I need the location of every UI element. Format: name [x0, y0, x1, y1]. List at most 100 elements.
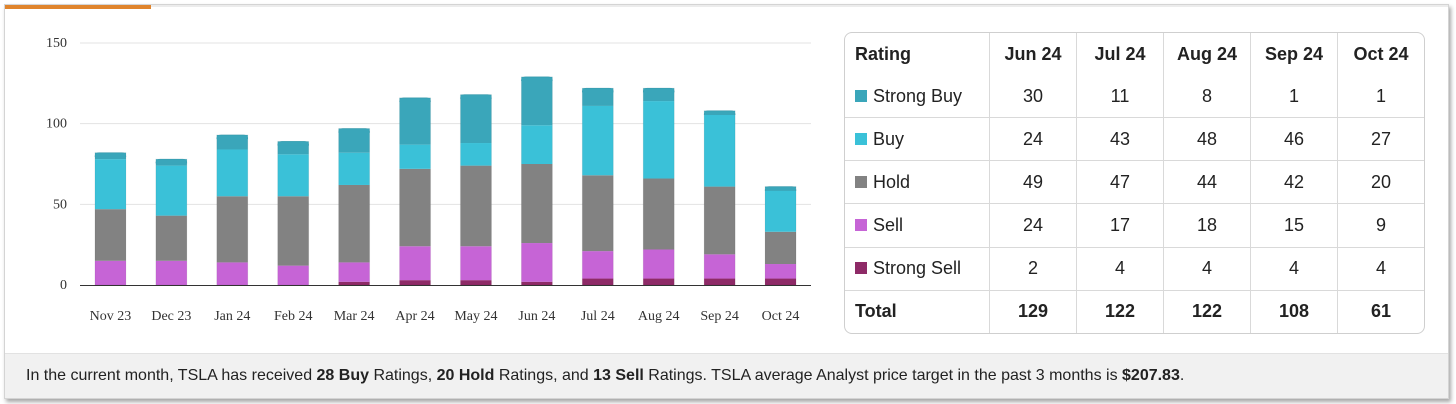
bar-outline	[338, 128, 371, 286]
column-header-month: Oct 24	[1353, 43, 1409, 64]
rating-count-cell: 27	[1338, 118, 1424, 162]
rating-label: Sell	[845, 204, 990, 248]
bar-segment-buy	[765, 188, 797, 232]
x-tick-label: Jan 24	[214, 309, 250, 324]
rating-label-text: Strong Buy	[873, 85, 963, 106]
bar-segment-hold	[704, 186, 736, 255]
rating-label-text: Buy	[873, 128, 905, 149]
column-header-month: Sep 24	[1251, 33, 1338, 75]
bar-outline	[764, 186, 797, 286]
bar-segment-sell	[155, 260, 187, 285]
bar-top-cap	[764, 186, 797, 191]
table-row-hold: Hold 49 47 44 42 20	[845, 161, 1424, 205]
summary-footer: In the current month, TSLA has received …	[5, 353, 1448, 398]
bar-top-cap	[155, 158, 188, 164]
legend-swatch	[855, 175, 867, 188]
bar-segment-strong-buy	[521, 76, 553, 126]
rating-label-text: Hold	[873, 171, 911, 192]
bar-top-cap	[521, 76, 553, 82]
bar-segment-buy	[582, 105, 614, 176]
rating-count-cell: 47	[1077, 161, 1164, 205]
summary-text: .	[1179, 367, 1185, 384]
bar-segment-sell	[338, 262, 370, 282]
bar-outline	[581, 87, 614, 286]
x-tick-label: Aug 24	[638, 309, 680, 324]
bar-segment-strong-sell	[765, 278, 797, 285]
bar-segment-sell	[765, 264, 797, 279]
rating-count-cell: 42	[1251, 161, 1338, 205]
bar-segment-strong-buy	[460, 94, 492, 144]
summary-text: Ratings, and	[494, 367, 594, 384]
bar-segment-strong-sell	[399, 280, 431, 285]
bar-outline	[520, 76, 553, 286]
bar-segment-hold	[643, 178, 675, 250]
bar-top-cap	[277, 141, 309, 146]
bar-segment-hold	[338, 184, 370, 263]
legend-swatch	[855, 132, 867, 145]
rating-count-cell: 24	[990, 118, 1077, 162]
column-header-month: Jun 24	[990, 33, 1077, 75]
bar-segment-strong-sell	[521, 281, 553, 285]
x-tick-label: Jul 24	[581, 309, 615, 324]
bar-segment-strong-sell	[338, 281, 370, 285]
rating-count-cell: 20	[1338, 161, 1424, 205]
rating-count-cell: 24	[990, 204, 1077, 248]
bar-top-cap	[94, 152, 127, 157]
rating-label: Strong Buy	[845, 75, 990, 119]
hold-count: 20 Hold	[436, 367, 495, 384]
bar-top-cap	[703, 110, 736, 116]
ratings-stacked-bar-chart: 0 50 100 150 Nov 23 Dec 23 Jan 24 Feb 24 Mar 24 A…	[46, 36, 811, 324]
bar-segment-buy	[338, 152, 370, 185]
bar-segment-strong-buy	[399, 97, 431, 145]
bar-top-cap	[338, 128, 370, 133]
table-row-sell: Sell 24 17 18 15 9	[845, 204, 1424, 248]
bar-top-cap	[460, 94, 492, 99]
rating-count-cell: 4	[1251, 247, 1338, 291]
bar-segment-strong-buy	[582, 88, 614, 106]
rating-count-cell: 1	[1251, 75, 1338, 119]
bar-segment-strong-sell	[582, 278, 614, 285]
x-tick-label: Oct 24	[762, 309, 800, 324]
bar-segment-buy	[704, 112, 736, 187]
column-header-month: Aug 24	[1164, 33, 1251, 75]
bar-segment-buy	[643, 101, 675, 179]
legend-swatch	[855, 262, 867, 275]
accent-bar	[5, 5, 151, 9]
bar-segment-buy	[94, 159, 126, 210]
table-header-row: Rating Jun 24 Jul 24 Aug 24 Sep 24 Oct 2…	[845, 33, 1424, 75]
bar-segment-strong-sell	[460, 280, 492, 285]
summary-text: Ratings,	[369, 367, 437, 384]
table-row-strong-sell: Strong Sell 2 4 4 4 4	[845, 247, 1424, 291]
bar-segment-sell	[216, 262, 248, 285]
bar-outline	[459, 94, 492, 286]
bar-segment-strong-sell	[704, 278, 736, 285]
rating-label: Buy	[845, 118, 990, 162]
bar-segment-hold	[765, 231, 797, 265]
rating-count-cell: 2	[990, 247, 1077, 291]
x-tick-label: Feb 24	[274, 309, 313, 324]
rating-count-cell: 9	[1338, 204, 1424, 248]
column-header-month: Jul 24	[1077, 33, 1164, 75]
bar-segment-sell	[277, 265, 309, 285]
total-count-cell: 129	[990, 290, 1077, 333]
bar-top-cap	[399, 97, 431, 103]
bar-segment-buy	[216, 149, 248, 197]
bar-segment-strong-sell	[643, 278, 675, 285]
y-tick-label: 50	[53, 197, 67, 212]
rating-label: Hold	[845, 161, 990, 205]
bar-segment-hold	[399, 168, 431, 247]
legend-swatch	[855, 89, 867, 102]
bar-outline	[155, 158, 188, 286]
bar-segment-hold	[521, 164, 553, 244]
bar-outline	[94, 152, 127, 286]
analyst-ratings-card: 0 50 100 150 Nov 23 Dec 23 Jan 24 Feb 24 Mar 24 A…	[4, 4, 1449, 399]
legend-swatch	[855, 219, 867, 232]
price-target: $207.83	[1122, 367, 1180, 384]
column-header-rating: Rating	[845, 33, 990, 75]
rating-count-cell: 18	[1164, 204, 1251, 248]
bar-segment-hold	[155, 215, 187, 261]
total-count-cell: 122	[1077, 290, 1164, 333]
total-label: Total	[845, 290, 990, 333]
bar-outline	[216, 134, 249, 286]
top-divider	[151, 5, 1448, 7]
